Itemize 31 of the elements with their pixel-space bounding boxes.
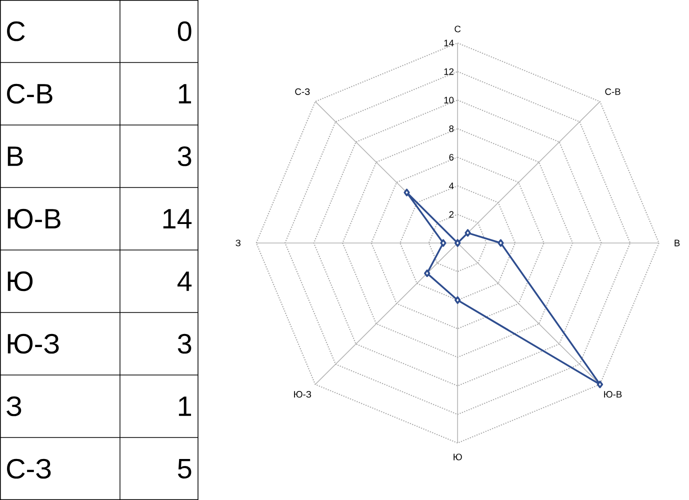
text: 1 bbox=[178, 84, 192, 104]
spoke-label: Ю bbox=[454, 454, 462, 460]
y-tick-label: 14 bbox=[444, 40, 454, 46]
y-tick-label: 10 bbox=[444, 96, 454, 104]
spoke-label: В bbox=[674, 240, 680, 246]
spoke-label: С bbox=[454, 26, 461, 32]
y-tick-label: 2 bbox=[449, 211, 454, 218]
y-tick-label: 8 bbox=[449, 125, 454, 132]
spoke-label: С-З bbox=[295, 88, 310, 95]
text: 3 bbox=[178, 334, 192, 354]
y-tick-label: 4 bbox=[449, 182, 454, 190]
category-label: Ю bbox=[8, 271, 33, 292]
spoke-label: З bbox=[236, 240, 240, 246]
category-label: Ю-В bbox=[8, 208, 60, 229]
category-label: С-З bbox=[7, 458, 51, 479]
spoke-label: Ю-З bbox=[294, 391, 312, 398]
category-label: С-В bbox=[7, 84, 52, 104]
text: 1 bbox=[178, 396, 192, 416]
category-label: В bbox=[8, 146, 23, 166]
category-label: Ю-З bbox=[8, 334, 59, 354]
y-tick-label: 6 bbox=[449, 154, 454, 161]
text: 5 bbox=[178, 458, 192, 479]
spoke-label: С-В bbox=[605, 88, 620, 95]
spoke-label: Ю-В bbox=[604, 391, 622, 398]
text: 3 bbox=[178, 146, 192, 166]
text: 0 bbox=[178, 21, 192, 42]
text: 4 bbox=[177, 272, 192, 291]
category-label: З bbox=[6, 396, 22, 416]
y-tick-label: 12 bbox=[444, 68, 454, 75]
category-label: С bbox=[7, 21, 25, 42]
text: 14 bbox=[163, 209, 192, 228]
